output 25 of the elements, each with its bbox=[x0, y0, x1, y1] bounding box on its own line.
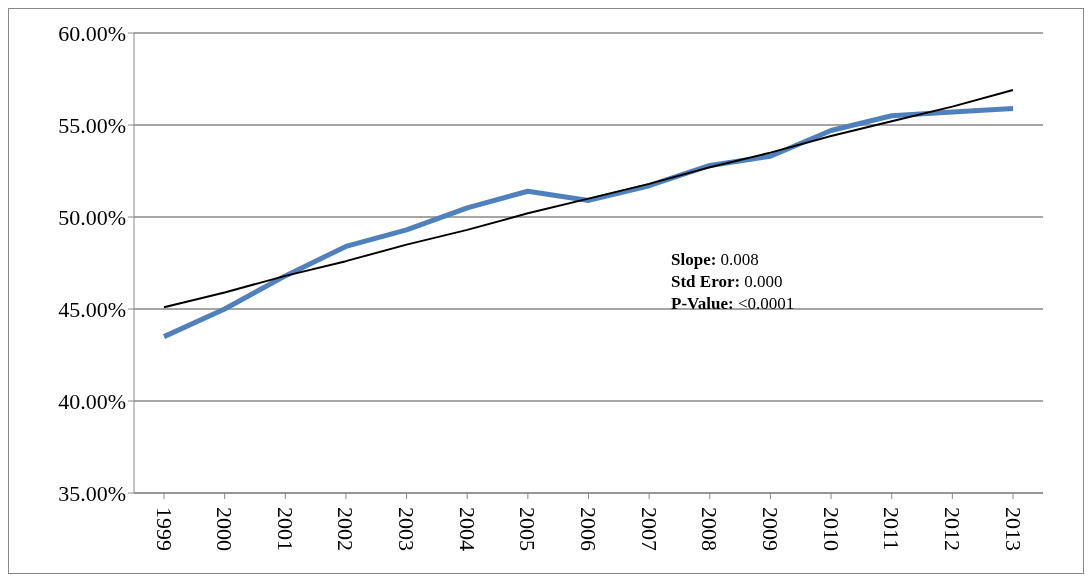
x-tick-label: 1999 bbox=[151, 507, 177, 551]
annotation: P-Value: <0.0001 bbox=[671, 293, 795, 315]
x-tick-label: 2010 bbox=[818, 507, 844, 551]
annotation: Slope: 0.008 bbox=[671, 249, 760, 271]
x-tick-label: 2013 bbox=[1000, 507, 1026, 551]
y-tick-label: 40.00% bbox=[58, 388, 126, 414]
x-tick-label: 2006 bbox=[576, 507, 601, 551]
x-tick-label: 2005 bbox=[515, 507, 541, 551]
x-tick-label: 2001 bbox=[272, 507, 298, 551]
y-tick-label: 60.00% bbox=[58, 20, 126, 46]
x-tick-label: 2004 bbox=[454, 507, 480, 551]
line-series bbox=[163, 89, 1014, 309]
x-tick-label: 2012 bbox=[939, 507, 965, 551]
x-tick-label: 2008 bbox=[697, 507, 723, 551]
x-tick-label: 2000 bbox=[212, 507, 238, 551]
y-tick-label: 45.00% bbox=[58, 296, 126, 322]
y-tick-label: 50.00% bbox=[58, 204, 126, 230]
x-tick-label: 2009 bbox=[757, 507, 783, 551]
y-tick-label: 55.00% bbox=[58, 112, 126, 138]
x-tick-label: 2003 bbox=[394, 507, 420, 551]
y-tick-label: 35.00% bbox=[58, 480, 126, 506]
x-tick-label: 2007 bbox=[636, 507, 662, 551]
x-tick-label: 2002 bbox=[333, 507, 359, 551]
x-tick-label: 2011 bbox=[879, 507, 905, 551]
annotation: Std Eror: 0.000 bbox=[671, 271, 784, 293]
